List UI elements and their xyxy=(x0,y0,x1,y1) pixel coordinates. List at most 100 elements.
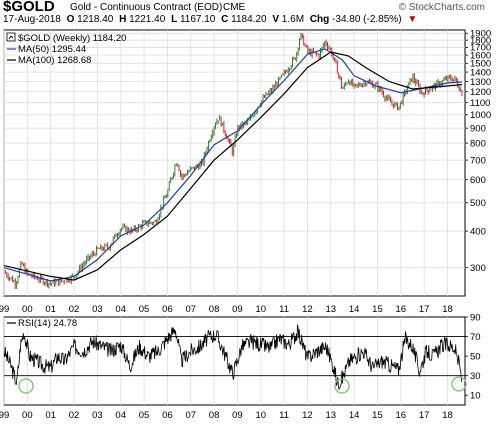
price-x-tick-label: 01 xyxy=(45,304,56,315)
rsi-x-tick-label: 15 xyxy=(372,410,383,421)
rsi-x-tick-label: 04 xyxy=(115,410,126,421)
price-x-tick-label: 02 xyxy=(69,304,80,315)
rsi-x-tick-label: 05 xyxy=(139,410,150,421)
price-x-axis: 99 00 01 02 03 04 05 06 07 08 09 10 11 12 13 14 15 16 17 18 xyxy=(0,304,453,315)
rsi-x-tick-label: 16 xyxy=(396,410,407,421)
price-x-tick-label: 08 xyxy=(209,304,220,315)
stockcharts-s-icon xyxy=(6,32,16,42)
price-y-tick-label: 1400 xyxy=(470,67,491,78)
rsi-x-tick-label: 10 xyxy=(255,410,266,421)
price-x-tick-label: 09 xyxy=(232,304,243,315)
price-y-tick-label: 700 xyxy=(470,155,486,166)
ma100-line xyxy=(3,51,463,281)
close-value: 1184.20 xyxy=(231,14,267,25)
high-value: 1221.40 xyxy=(129,14,166,25)
low-label: L xyxy=(171,14,178,25)
rsi-x-tick-label: 00 xyxy=(22,410,33,421)
price-panel: 300 400 500 600 700 800 900 1000110012001300140… xyxy=(3,29,491,297)
price-x-tick-label: 03 xyxy=(92,304,103,315)
exchange-label: CME xyxy=(223,2,246,13)
volume-label: V xyxy=(272,14,280,25)
open-label: O xyxy=(66,14,75,25)
rsi-x-tick-label: 12 xyxy=(302,410,313,421)
rsi-y-tick-label: 30 xyxy=(470,371,481,382)
price-y-tick-label: 1600 xyxy=(470,50,491,61)
oversold-circle-1999 xyxy=(18,378,34,394)
rsi-y-tick-label: 70 xyxy=(470,332,481,343)
symbol-description: Gold - Continuous Contract (EOD) xyxy=(70,2,223,13)
rsi-x-tick-label: 14 xyxy=(349,410,360,421)
price-y-tick-label: 1000 xyxy=(470,110,491,121)
rsi-x-tick-label: 11 xyxy=(279,410,289,421)
price-x-tick-label: 99 xyxy=(0,304,9,315)
price-x-tick-label: 05 xyxy=(139,304,150,315)
price-y-tick-label: 1500 xyxy=(470,59,491,70)
rsi-x-tick-label: 08 xyxy=(209,410,220,421)
rsi-x-tick-label: 06 xyxy=(162,410,173,421)
rsi-legend: RSI(14) 24.78 xyxy=(7,318,77,329)
oversold-circle-2018 xyxy=(451,376,467,392)
price-y-tick-label: 300 xyxy=(470,263,486,274)
rsi-y-tick-label: 10 xyxy=(470,391,481,402)
rsi-x-tick-label: 09 xyxy=(232,410,243,421)
price-x-tick-label: 18 xyxy=(442,304,453,315)
down-arrow-icon: ▼ xyxy=(407,14,418,25)
oversold-circle-2013 xyxy=(334,378,350,394)
price-x-tick-label: 14 xyxy=(349,304,360,315)
rsi-panel-frame xyxy=(3,316,466,406)
price-x-tick-label: 00 xyxy=(22,304,33,315)
price-y-tick-label: 600 xyxy=(470,175,486,186)
symbol-title: $GOLD xyxy=(3,0,55,15)
rsi-x-tick-label: 01 xyxy=(45,410,56,421)
price-x-tick-label: 11 xyxy=(279,304,289,315)
rsi-x-tick-label: 18 xyxy=(442,410,453,421)
price-series-group xyxy=(3,32,463,289)
rsi-grid xyxy=(3,317,465,405)
price-y-tick-label: 800 xyxy=(470,138,486,149)
price-x-tick-label: 16 xyxy=(396,304,407,315)
price-x-tick-label: 12 xyxy=(302,304,313,315)
price-y-axis: 300 400 500 600 700 800 900 1000110012001300140… xyxy=(465,29,491,274)
rsi-x-tick-label: 02 xyxy=(69,410,80,421)
price-y-tick-label: 1200 xyxy=(470,87,491,98)
price-y-tick-label: 1700 xyxy=(470,43,491,54)
rsi-oversold-highlights xyxy=(18,376,467,394)
rsi-panel: 10 30 50 70 90 RSI(14) 24.78 xyxy=(3,312,481,406)
price-x-tick-label: 10 xyxy=(255,304,266,315)
price-y-tick-label: 1100 xyxy=(470,98,490,109)
ma50-line xyxy=(3,48,463,282)
legend-rsi: RSI(14) 24.78 xyxy=(18,318,77,329)
change-value: -34.80 (-2.85%) xyxy=(332,14,402,25)
price-x-tick-label: 13 xyxy=(325,304,336,315)
legend-price: $GOLD (Weekly) 1184.20 xyxy=(18,33,126,44)
rsi-y-tick-label: 90 xyxy=(470,312,481,323)
price-y-tick-label: 400 xyxy=(470,226,486,237)
price-y-tick-label: 1900 xyxy=(470,29,491,40)
rsi-y-tick-label: 50 xyxy=(470,351,481,362)
high-label: H xyxy=(119,14,127,25)
rsi-x-tick-label: 03 xyxy=(92,410,103,421)
volume-value: 1.6M xyxy=(281,14,305,25)
price-x-tick-label: 15 xyxy=(372,304,383,315)
change-label: Chg xyxy=(309,14,330,25)
price-legend: $GOLD (Weekly) 1184.20 MA(50) 1295.44 MA… xyxy=(6,32,126,66)
price-x-tick-label: 06 xyxy=(162,304,173,315)
close-label: C xyxy=(221,14,229,25)
legend-ma50: MA(50) 1295.44 xyxy=(18,44,86,55)
price-x-tick-label: 07 xyxy=(185,304,196,315)
quote-summary: 17-Aug-2018 O 1218.40 H 1221.40 L 1167.1… xyxy=(3,14,493,28)
stockcharts-brand: © StockCharts.com xyxy=(398,2,485,13)
price-y-tick-label: 1800 xyxy=(470,35,491,46)
rsi-series-group xyxy=(3,324,463,391)
chart-title-row: $GOLD Gold - Continuous Contract (EOD) C… xyxy=(3,0,493,16)
rsi-x-tick-label: 99 xyxy=(0,410,9,421)
rsi-x-tick-label: 17 xyxy=(419,410,430,421)
legend-ma100: MA(100) 1268.68 xyxy=(18,55,91,66)
price-panel-frame xyxy=(3,29,466,297)
price-grid xyxy=(3,30,465,296)
price-y-tick-label: 500 xyxy=(470,198,486,209)
rsi-line xyxy=(3,324,463,391)
open-value: 1218.40 xyxy=(77,14,114,25)
low-value: 1167.10 xyxy=(179,14,216,25)
